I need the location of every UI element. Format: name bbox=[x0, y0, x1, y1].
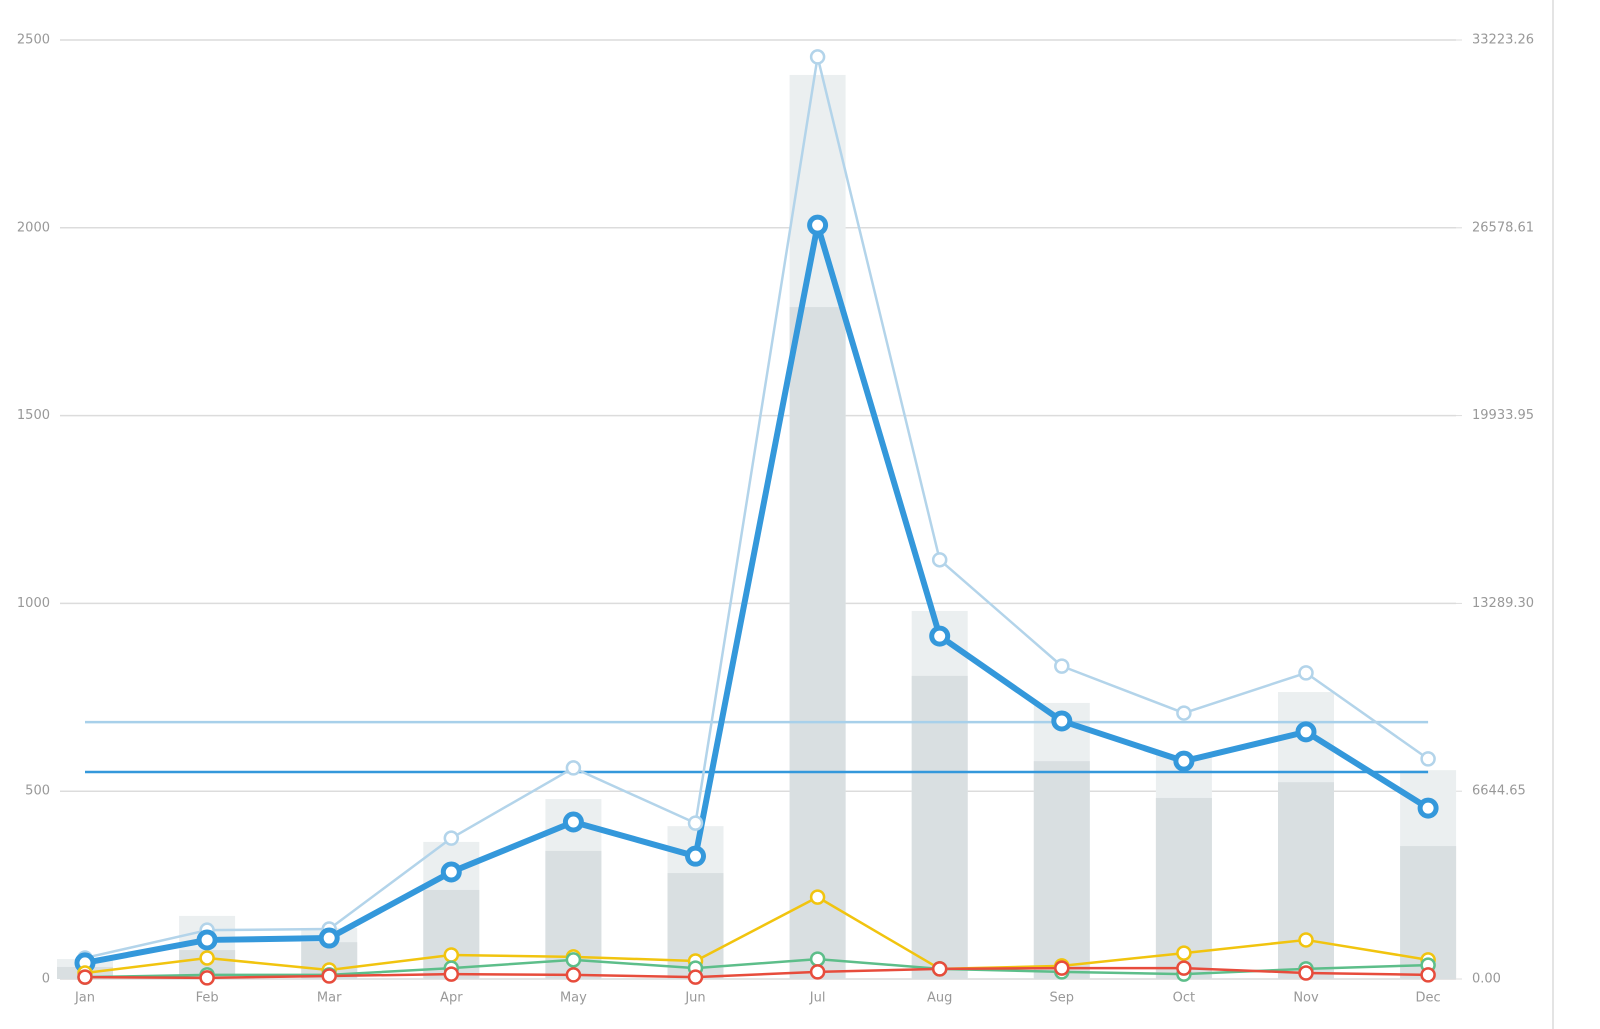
point bbox=[1298, 965, 1314, 981]
point bbox=[687, 969, 704, 985]
y2-tick-label: 6644.65 bbox=[1472, 784, 1526, 799]
point bbox=[443, 947, 460, 963]
y-tick-label: 1000 bbox=[17, 596, 50, 611]
point bbox=[809, 964, 826, 980]
line bbox=[84, 895, 1429, 975]
bar bbox=[789, 307, 846, 979]
bar bbox=[1033, 761, 1090, 979]
point bbox=[1054, 658, 1070, 674]
y2-tick-label: 19933.95 bbox=[1472, 408, 1534, 423]
point bbox=[1420, 751, 1436, 767]
x-tick-label: Nov bbox=[1293, 991, 1319, 1006]
bar bbox=[1278, 782, 1334, 979]
point bbox=[77, 969, 93, 985]
x-tick-label: May bbox=[560, 991, 587, 1006]
y2-tick-label: 13289.30 bbox=[1472, 596, 1534, 611]
point bbox=[1417, 797, 1439, 819]
point bbox=[565, 952, 582, 968]
point bbox=[565, 760, 582, 776]
point bbox=[318, 927, 340, 949]
x-tick-label: Jun bbox=[684, 991, 705, 1006]
line bbox=[84, 966, 1429, 980]
x-tick-label: Apr bbox=[440, 991, 463, 1006]
point bbox=[199, 970, 215, 986]
line bbox=[84, 222, 1430, 966]
point bbox=[562, 811, 584, 833]
y-tick-label: 0 bbox=[42, 972, 50, 987]
point bbox=[1051, 710, 1073, 732]
point bbox=[1176, 705, 1192, 721]
y-tick-label: 2000 bbox=[17, 220, 50, 235]
point bbox=[1298, 932, 1314, 948]
point bbox=[685, 845, 706, 867]
point bbox=[321, 968, 337, 984]
x-tick-label: Dec bbox=[1416, 991, 1441, 1006]
point bbox=[931, 961, 948, 977]
y2-tick-label: 26578.61 bbox=[1472, 220, 1534, 235]
point bbox=[196, 929, 218, 951]
point bbox=[687, 815, 704, 831]
point bbox=[443, 830, 460, 846]
point bbox=[929, 625, 951, 647]
x-tick-label: Aug bbox=[927, 991, 952, 1006]
point bbox=[1173, 750, 1195, 772]
point bbox=[809, 951, 826, 967]
point bbox=[807, 214, 829, 236]
point bbox=[1420, 967, 1436, 983]
x-tick-label: Oct bbox=[1173, 991, 1195, 1006]
y-tick-label: 1500 bbox=[17, 408, 50, 423]
x-tick-label: Feb bbox=[196, 991, 219, 1006]
y-tick-label: 500 bbox=[25, 784, 50, 799]
point bbox=[1176, 960, 1192, 976]
point bbox=[440, 861, 462, 883]
point bbox=[443, 966, 460, 982]
line bbox=[84, 55, 1429, 960]
point bbox=[1054, 960, 1070, 976]
bar bbox=[911, 675, 968, 979]
y2-tick-label: 33223.26 bbox=[1472, 33, 1534, 48]
point bbox=[1295, 721, 1317, 743]
x-tick-label: Jan bbox=[74, 991, 95, 1006]
y-tick-label: 2500 bbox=[17, 33, 50, 48]
x-tick-label: Sep bbox=[1050, 991, 1075, 1006]
point bbox=[1298, 665, 1314, 681]
line bbox=[84, 957, 1429, 979]
x-tick-label: Jul bbox=[809, 991, 826, 1006]
point bbox=[931, 552, 948, 568]
point bbox=[199, 950, 215, 966]
point bbox=[1176, 945, 1192, 961]
y2-tick-label: 0.00 bbox=[1472, 972, 1501, 987]
x-tick-label: Mar bbox=[317, 991, 342, 1006]
point bbox=[809, 889, 826, 905]
point bbox=[565, 967, 582, 983]
point bbox=[809, 49, 826, 65]
